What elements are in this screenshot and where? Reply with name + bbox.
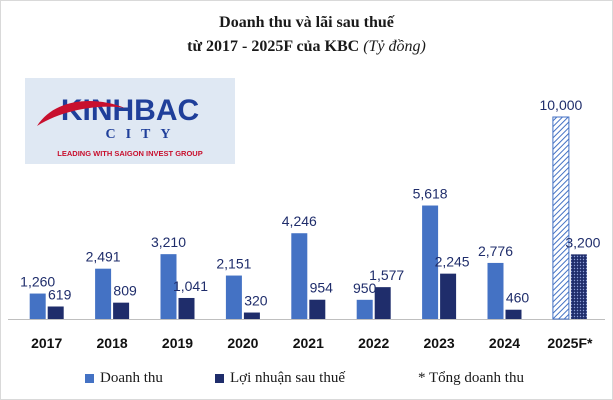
tick-label-2018: 2018 [97,335,128,351]
label-profit-2020: 320 [244,293,268,309]
label-revenue-2024: 2,776 [478,243,513,259]
legend-label-revenue: Doanh thu [100,370,163,386]
legend: Doanh thu Lợi nhuận sau thuế * Tổng doan… [0,370,613,390]
bar-revenue-2019 [160,254,177,319]
tick-label-2024: 2024 [489,335,520,351]
bar-revenue-2022 [356,299,373,319]
tick-label-2023: 2023 [424,335,455,351]
label-revenue-2025F: 10,000 [539,97,582,113]
label-revenue-2023: 5,618 [413,186,448,202]
chart-title-unit: (Tỷ đồng) [363,38,426,55]
tick-label-2021: 2021 [293,335,324,351]
label-profit-2021: 954 [310,280,334,296]
label-revenue-2022: 950 [353,280,377,296]
label-profit-2023: 2,245 [435,254,470,270]
chart-title-main: từ 2017 - 2025F của KBC [187,38,360,55]
bar-revenue-2021 [291,233,308,319]
logo-tagline: LEADING WITH SAIGON INVEST GROUP [57,149,202,158]
bar-profit-2019 [178,297,195,319]
label-profit-2024: 460 [506,290,530,306]
bar-profit-2025F [570,254,587,319]
tick-label-2022: 2022 [358,335,389,351]
label-profit-2017: 619 [48,286,72,302]
bar-revenue-2024 [487,262,504,319]
label-revenue-2021: 4,246 [282,213,317,229]
legend-swatch-profit [215,374,224,384]
legend-label-profit: Lợi nhuận sau thuế [230,370,345,386]
tick-label-2025F: 2025F* [547,335,593,351]
bar-profit-2021 [309,299,326,319]
bar-profit-2020 [243,312,260,319]
tick-label-2017: 2017 [31,335,62,351]
logo-brand: KINHBAC [61,94,199,127]
bar-profit-2017 [47,306,64,319]
tick-label-2019: 2019 [162,335,193,351]
bar-revenue-2025F [552,116,570,320]
label-profit-2025F: 3,200 [565,234,600,250]
bar-revenue-2023 [422,205,439,319]
label-revenue-2020: 2,151 [216,256,251,272]
label-revenue-2019: 3,210 [151,234,186,250]
legend-total-note: * Tổng doanh thu [418,370,524,386]
bar-profit-2018 [113,302,130,319]
bar-profit-2024 [505,309,522,319]
bar-revenue-2020 [225,275,242,319]
legend-swatch-revenue [85,374,94,384]
logo-city: CITY [105,127,180,142]
legend-item-revenue: Doanh thu [85,370,163,387]
legend-item-profit: Lợi nhuận sau thuế [215,370,345,387]
bar-profit-2023 [440,273,457,319]
tick-label-2020: 2020 [227,335,258,351]
label-profit-2019: 1,041 [173,278,208,294]
chart-title-line1: Doanh thu và lãi sau thuế [219,14,394,31]
label-profit-2018: 809 [113,283,137,299]
bar-profit-2022 [374,287,391,319]
label-profit-2022: 1,577 [369,267,404,283]
bar-revenue-2018 [95,268,112,319]
label-revenue-2018: 2,491 [86,249,121,265]
label-revenue-2017: 1,260 [20,274,55,290]
kinhbac-city-logo: KINHBAC CITY LEADING WITH SAIGON INVEST … [25,78,235,164]
bar-revenue-2017 [29,293,46,319]
chart-title-line2: từ 2017 - 2025F của KBC (Tỷ đồng) [0,38,613,56]
